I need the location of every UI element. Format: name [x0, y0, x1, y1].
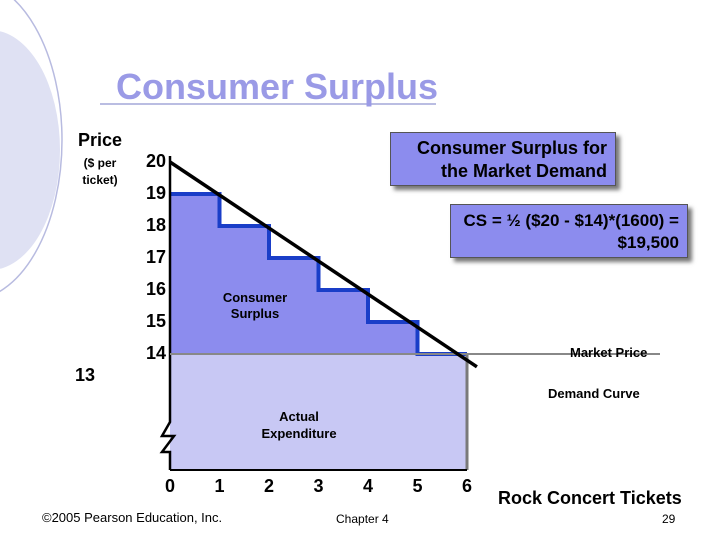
market-price-label: Market Price [570, 345, 648, 360]
chapter-footer: Chapter 4 [336, 512, 389, 526]
x-tick-label: 3 [313, 476, 324, 496]
x-tick-label: 0 [165, 476, 176, 496]
expenditure-area [170, 354, 467, 470]
y-axis-label: Price [78, 130, 123, 150]
y-tick-label: 19 [146, 183, 167, 203]
y-axis-sublabel: ($ per ticket) [82, 156, 118, 187]
y-tick-label: 18 [146, 215, 167, 235]
y-tick-label: 14 [146, 343, 167, 363]
x-tick-label: 2 [264, 476, 275, 496]
decorative-arc [0, 0, 63, 293]
surplus-title-box: Consumer Surplus for the Market Demand [390, 132, 616, 186]
decorative-ellipse [0, 31, 60, 269]
page-number: 29 [662, 512, 676, 526]
slide-title: Consumer Surplus [116, 66, 439, 107]
x-tick-label: 6 [462, 476, 473, 496]
actual-expenditure-label: Actual Expenditure [261, 409, 337, 441]
x-tick-label: 1 [214, 476, 225, 496]
consumer-surplus-area-label: Consumer Surplus [222, 290, 288, 321]
x-tick-label: 4 [363, 476, 374, 496]
y-axis-line [159, 156, 177, 470]
x-tick-label: 5 [412, 476, 423, 496]
y-tick-label: 20 [146, 151, 167, 171]
x-axis-title: Rock Concert Tickets [498, 488, 682, 508]
extra-y-label: 13 [75, 365, 96, 385]
cs-formula-box: CS = ½ ($20 - $14)*(1600) = $19,500 [450, 204, 688, 258]
y-tick-label: 16 [146, 279, 167, 299]
demand-curve-label: Demand Curve [548, 386, 640, 401]
y-tick-label: 15 [146, 311, 167, 331]
demand-curve-line [169, 160, 478, 369]
copyright-footer: ©2005 Pearson Education, Inc. [42, 510, 223, 525]
y-tick-label: 17 [146, 247, 167, 267]
